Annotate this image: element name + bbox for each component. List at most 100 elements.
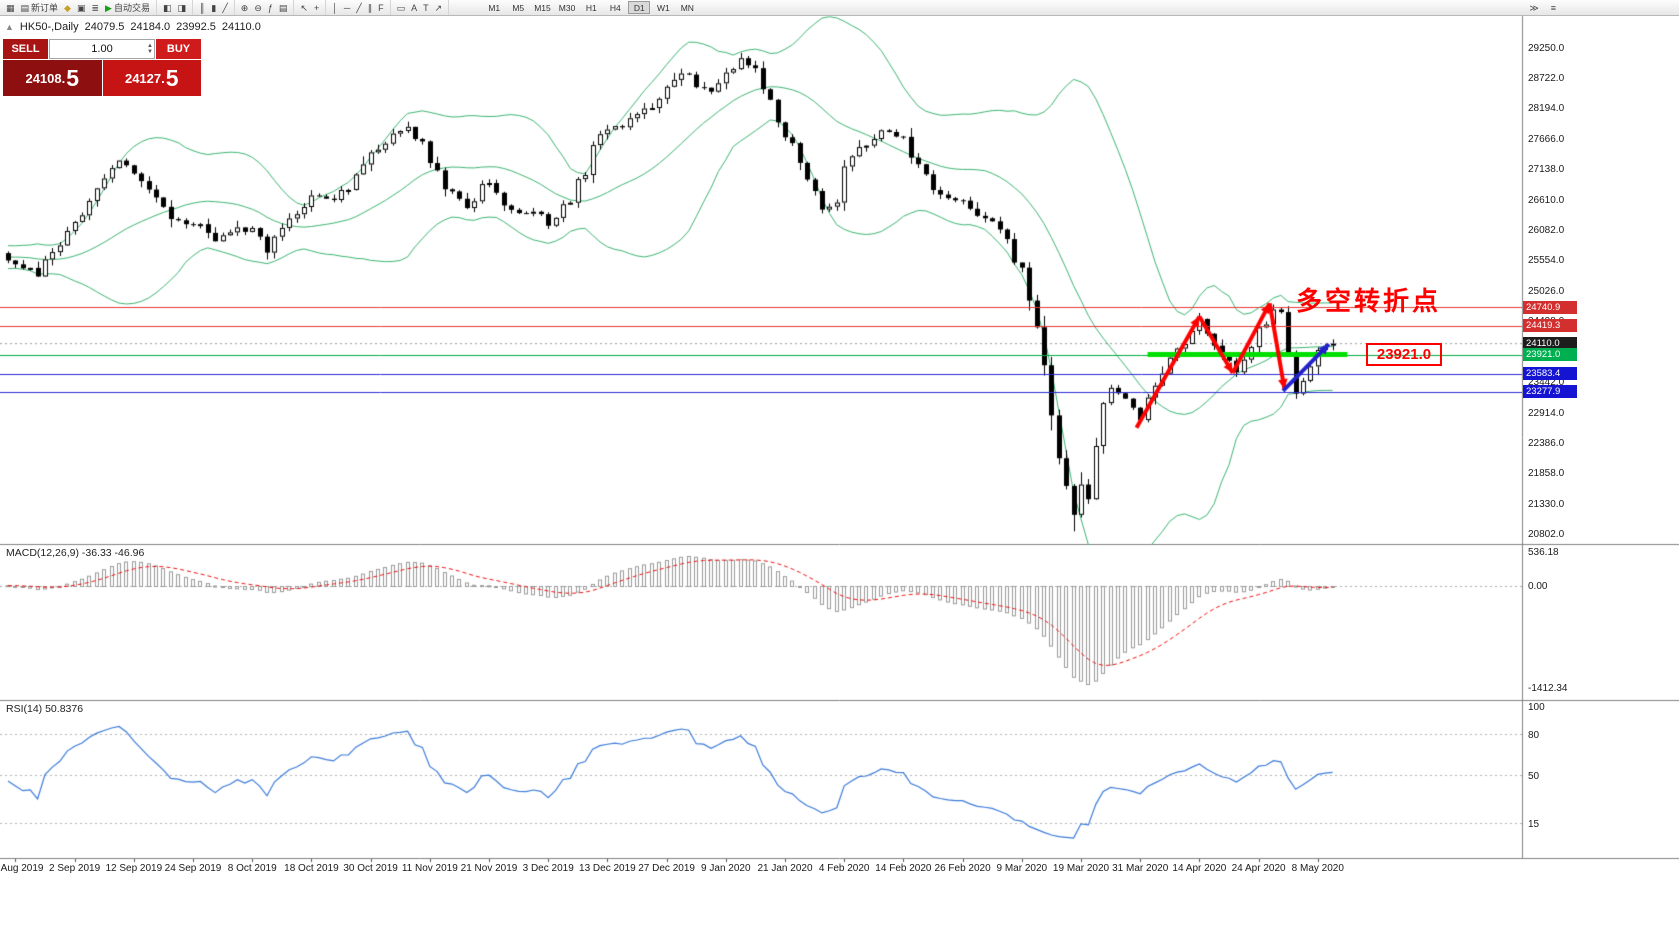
vline-icon: │ (332, 2, 338, 13)
new-chart-icon: ▦ (6, 2, 15, 13)
tile-windows-button[interactable]: ◨ (174, 1, 189, 15)
crosshair-button[interactable]: + (311, 1, 322, 15)
channel-icon: ∥ (367, 2, 373, 13)
shapes-button[interactable]: ▭ (394, 1, 409, 15)
zoom-out-icon: ⊖ (254, 2, 262, 13)
turning-point-annotation: 多空转折点 (1296, 286, 1442, 316)
timeframe-W1[interactable]: W1 (656, 3, 670, 13)
macd-axis-label: -1412.34 (1528, 683, 1568, 694)
crosshair-icon: + (313, 2, 320, 13)
buy-price-button[interactable]: 24127. 5 (102, 60, 201, 96)
chart-bars-button[interactable]: ║ (196, 1, 208, 15)
date-axis-label: 24 Apr 2020 (1231, 863, 1286, 874)
cascade-icon: ◧ (162, 2, 172, 13)
price-axis-label: 26082.0 (1528, 225, 1565, 237)
timeframe-H4[interactable]: H4 (609, 3, 621, 13)
date-axis-label: 13 Dec 2019 (579, 863, 636, 874)
price-tag: 23277.9 (1523, 385, 1577, 399)
price-axis-label: 21858.0 (1528, 468, 1565, 480)
indicators-button[interactable]: ƒ (265, 1, 276, 15)
chart-shift-button[interactable]: ≡ (1548, 1, 1559, 15)
fibonacci-button[interactable]: F (375, 1, 387, 15)
date-axis-label: 21 Aug 2019 (0, 863, 44, 874)
gold-chart-button[interactable]: ◆ (61, 1, 74, 15)
scroll-to-end-button[interactable]: ≫ (1526, 1, 1541, 15)
trendline-button[interactable]: ╱ (353, 1, 364, 15)
scroll-end-icon: ≫ (1529, 2, 1539, 13)
toolbar-right-group: ≫ ≡ (1526, 1, 1559, 15)
toolbar: ▦ ▤ 新订单 ◆ ▣ ≣ ▶ 自动交易 ◧ ◨ ║ ▮ ╱ ⊕ ⊖ ƒ ▤ ↖ + │ ─ ╱ ∥ F ▭ A T ↗ M1 M5 M15… (0, 0, 1679, 16)
volume-value: 1.00 (91, 43, 113, 55)
user-icon: ▣ (76, 2, 86, 13)
timeframe-M30[interactable]: M30 (558, 3, 576, 13)
timeframe-H1[interactable]: H1 (585, 3, 597, 13)
price-axis-label: 23442.0 (1528, 377, 1565, 389)
volume-up-icon[interactable]: ▲ (147, 43, 153, 49)
text-button[interactable]: A (408, 1, 420, 15)
price-axis-label: 20802.0 (1528, 529, 1565, 541)
arrow-object-button[interactable]: ↗ (432, 1, 446, 15)
cascade-windows-button[interactable]: ◧ (160, 1, 175, 15)
date-axis-label: 31 Mar 2020 (1112, 863, 1169, 874)
volume-input[interactable]: 1.00 ▲ ▼ (49, 39, 155, 59)
macd-axis-label: 0.00 (1528, 581, 1548, 592)
market-watch-button[interactable]: ≣ (88, 1, 102, 15)
volume-down-icon[interactable]: ▼ (147, 49, 153, 55)
chart-line-button[interactable]: ╱ (219, 1, 230, 15)
timeframe-MN[interactable]: MN (680, 3, 694, 13)
price-axis-label: 22386.0 (1528, 437, 1565, 449)
autotrade-button[interactable]: ▶ 自动交易 (102, 1, 153, 15)
label-button[interactable]: T (420, 1, 432, 15)
rsi-axis-label: 100 (1528, 702, 1545, 713)
gold-icon: ◆ (64, 2, 71, 13)
grid-button[interactable]: ▤ (276, 1, 291, 15)
hline-button[interactable]: ─ (341, 1, 353, 15)
date-axis-label: 4 Feb 2020 (818, 863, 870, 874)
price-axis-label: 25026.0 (1528, 285, 1565, 297)
new-order-button[interactable]: ▤ 新订单 (18, 1, 62, 15)
collapse-trade-panel-icon[interactable]: ▲ (5, 22, 14, 32)
accounts-button[interactable]: ▣ (74, 1, 89, 15)
zoom-in-icon: ⊕ (240, 2, 249, 13)
zoom-in-button[interactable]: ⊕ (238, 1, 252, 15)
ohlc-open: 24079.5 (84, 21, 125, 33)
timeframe-M5[interactable]: M5 (512, 3, 525, 13)
toolbar-group: │ ─ ╱ ∥ F (326, 0, 391, 15)
list-icon: ≣ (91, 2, 100, 13)
date-axis-label: 24 Sep 2019 (164, 863, 222, 874)
toolbar-group: ⊕ ⊖ ƒ ▤ (235, 0, 295, 15)
timeframe-M15[interactable]: M15 (534, 3, 551, 13)
price-axis-label: 28194.0 (1528, 103, 1565, 115)
date-axis-label: 8 Oct 2019 (227, 863, 277, 874)
toolbar-group: ▦ ▤ 新订单 ◆ ▣ ≣ ▶ 自动交易 (0, 0, 157, 15)
sell-button[interactable]: SELL (3, 39, 48, 59)
date-axis-label: 2 Sep 2019 (49, 863, 101, 874)
new-order-icon: ▤ (20, 2, 30, 13)
chart-candles-button[interactable]: ▮ (208, 1, 219, 15)
channel-button[interactable]: ∥ (365, 1, 376, 15)
date-axis-label: 11 Nov 2019 (401, 863, 458, 874)
timeframe-M1[interactable]: M1 (488, 3, 501, 13)
fibonacci-icon: F (378, 2, 384, 13)
new-chart-button[interactable]: ▦ (3, 1, 18, 15)
toolbar-group: ║ ▮ ╱ (193, 0, 235, 15)
autotrade-button-label: 自动交易 (113, 3, 150, 13)
shift-icon: ≡ (1550, 2, 1556, 13)
grid-icon: ▤ (278, 2, 288, 13)
ohlc-close: 24110.0 (221, 21, 261, 33)
sell-price-main: 24108. (25, 70, 66, 86)
buy-button[interactable]: BUY (156, 39, 201, 59)
date-axis-label: 12 Sep 2019 (105, 863, 163, 874)
rsi-indicator-label: RSI(14) 50.8376 (6, 703, 84, 715)
zoom-out-button[interactable]: ⊖ (251, 1, 265, 15)
one-click-trade-panel: SELL 1.00 ▲ ▼ BUY 24108. 5 24127. 5 (3, 39, 201, 96)
new-order-button-label: 新订单 (31, 3, 59, 13)
vline-button[interactable]: │ (329, 1, 341, 15)
sell-price-button[interactable]: 24108. 5 (3, 60, 102, 96)
timeframe-D1[interactable]: D1 (628, 1, 651, 14)
date-axis-label: 19 Mar 2020 (1052, 863, 1110, 874)
date-axis-label: 21 Nov 2019 (460, 863, 518, 874)
cursor-button[interactable]: ↖ (297, 1, 311, 15)
